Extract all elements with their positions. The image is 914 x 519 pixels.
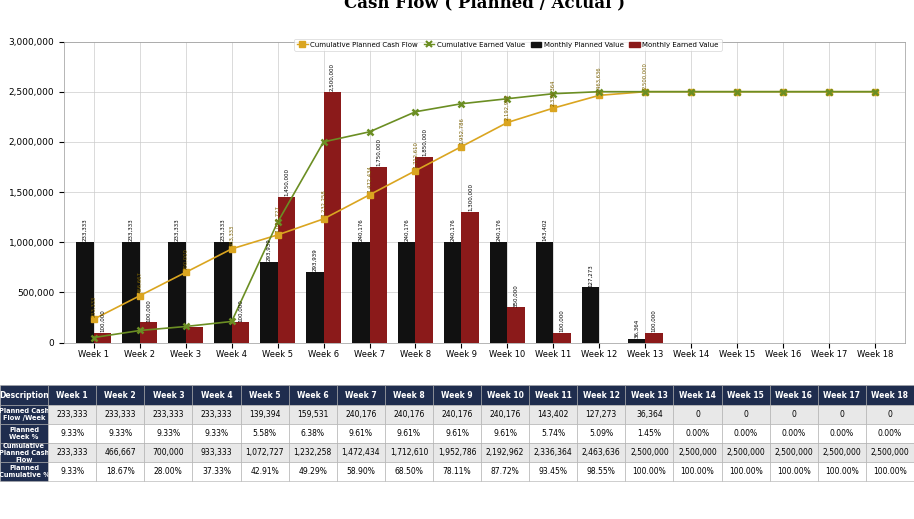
Text: 100,000: 100,000 [100,309,105,332]
Text: 1,472,434: 1,472,434 [367,166,372,192]
Text: 240,176: 240,176 [451,218,455,241]
Bar [122,242,140,343]
Text: 233,333: 233,333 [91,295,96,317]
Text: 240,176: 240,176 [404,218,409,241]
Text: 933,333: 933,333 [229,225,234,247]
Text: 1,712,610: 1,712,610 [413,141,418,168]
Bar [582,288,600,343]
Bar [214,242,231,343]
Text: 100,000: 100,000 [238,299,243,322]
Bar [306,272,324,343]
Bar [462,212,479,343]
Bar [352,242,369,343]
Bar [140,322,157,343]
Text: 143,402: 143,402 [542,218,547,241]
Bar [278,197,295,343]
Text: 233,333: 233,333 [82,218,88,241]
Text: 1,232,258: 1,232,258 [321,189,326,216]
Text: 240,176: 240,176 [496,218,501,241]
Text: Cash Flow ( Planned / Actual ): Cash Flow ( Planned / Actual ) [344,0,625,11]
Text: 36,364: 36,364 [634,319,639,338]
Bar [186,327,203,343]
Bar [398,242,416,343]
Text: 1,072,727: 1,072,727 [275,206,281,233]
Text: 1,300,000: 1,300,000 [468,183,473,211]
Text: 233,333: 233,333 [220,218,226,241]
Text: 466,667: 466,667 [137,271,143,293]
Text: 100,000: 100,000 [559,309,565,332]
Text: 2,336,364: 2,336,364 [551,79,556,105]
Text: 100,000: 100,000 [146,299,151,322]
Text: 233,333: 233,333 [175,218,179,241]
Text: 1,450,000: 1,450,000 [284,168,289,196]
Text: 100,000: 100,000 [652,309,656,332]
Bar [444,242,462,343]
Text: 293,939: 293,939 [266,239,271,262]
Bar [369,167,387,343]
Bar [536,242,553,343]
Text: 700,000: 700,000 [183,248,188,270]
Text: 233,333: 233,333 [129,218,133,241]
Text: 240,176: 240,176 [358,218,364,241]
Bar [260,262,278,343]
Bar [628,339,645,343]
Legend: Cumulative Planned Cash Flow, Cumulative Earned Value, Monthly Planned Value, Mo: Cumulative Planned Cash Flow, Cumulative… [294,39,722,50]
Text: 1,750,000: 1,750,000 [376,138,381,166]
Bar [231,322,250,343]
Text: 127,273: 127,273 [588,264,593,286]
Bar [507,307,525,343]
Bar [94,333,112,343]
Text: 1,850,000: 1,850,000 [421,128,427,156]
Bar [168,242,186,343]
Bar [490,242,507,343]
Bar [324,92,341,343]
Text: 350,000: 350,000 [514,284,518,307]
Bar [553,333,571,343]
Text: 293,939: 293,939 [313,249,317,271]
Bar [645,333,663,343]
Text: 2,192,962: 2,192,962 [505,93,510,120]
Bar [77,242,94,343]
Text: 2,463,636: 2,463,636 [597,66,601,93]
Text: 1,952,786: 1,952,786 [459,117,464,144]
Text: 2,500,000: 2,500,000 [643,62,648,89]
Text: 2,500,000: 2,500,000 [330,63,335,91]
Bar [416,157,433,343]
